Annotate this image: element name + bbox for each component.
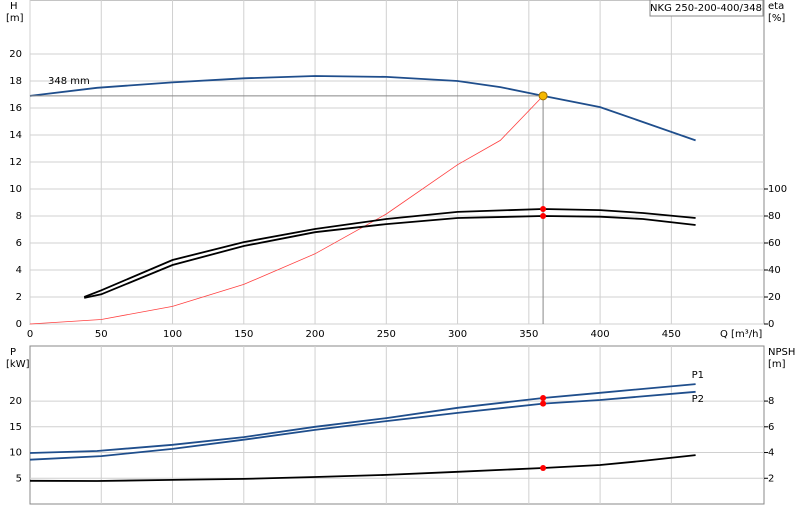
y-axis-unit: [m] (6, 13, 24, 24)
y2-tick-label: 20 (768, 292, 781, 303)
x-axis-label: Q [m³/h] (720, 329, 762, 340)
curve-label: P1 (692, 370, 704, 381)
curve-label: 348 mm (48, 76, 90, 87)
curve (29, 454, 696, 482)
y2-axis-unit: [%] (768, 13, 785, 24)
y-axis-unit: [kW] (6, 359, 30, 370)
y2-tick-label: 100 (768, 184, 787, 195)
curve (83, 208, 696, 298)
curve-label: P2 (692, 394, 704, 405)
curve (29, 383, 696, 454)
operating-point (540, 464, 547, 471)
curve (29, 390, 696, 461)
y2-tick-label: 8 (768, 396, 774, 407)
x-tick-label: 50 (95, 329, 108, 340)
y-tick-label: 4 (16, 265, 22, 276)
y-tick-label: 10 (9, 448, 22, 459)
y-tick-label: 2 (16, 292, 22, 303)
y-tick-label: 20 (9, 49, 22, 60)
y2-tick-label: 2 (768, 473, 774, 484)
y2-tick-label: 40 (768, 265, 781, 276)
y-tick-label: 10 (9, 184, 22, 195)
y-tick-label: 15 (9, 422, 22, 433)
y-tick-label: 20 (9, 396, 22, 407)
y2-axis-label: eta (768, 1, 784, 12)
y-tick-label: 8 (16, 211, 22, 222)
x-tick-label: 350 (519, 329, 538, 340)
x-tick-label: 400 (591, 329, 610, 340)
y-axis-label: P (10, 347, 16, 358)
operating-point (540, 394, 547, 401)
y2-tick-label: 4 (768, 448, 774, 459)
title-box (649, 0, 764, 17)
y2-axis-unit: [m] (768, 359, 786, 370)
x-tick-label: 100 (163, 329, 182, 340)
operating-point (540, 400, 547, 407)
operating-point (538, 91, 548, 101)
y2-axis-label: NPSH (768, 347, 795, 358)
x-tick-label: 150 (234, 329, 253, 340)
operating-point (540, 213, 547, 219)
plot-area (29, 345, 765, 505)
operating-point (540, 205, 547, 212)
y-tick-label: 14 (9, 130, 22, 141)
y2-tick-label: 0 (768, 319, 774, 330)
y-tick-label: 0 (16, 319, 22, 330)
y-tick-label: 12 (9, 157, 22, 168)
x-tick-label: 450 (662, 329, 681, 340)
y-tick-label: 5 (16, 473, 22, 484)
curve (29, 95, 544, 325)
y2-tick-label: 80 (768, 211, 781, 222)
curve (29, 75, 696, 142)
y-tick-label: 6 (16, 238, 22, 249)
y-tick-label: 16 (9, 103, 22, 114)
x-tick-label: 300 (448, 329, 467, 340)
y-axis-label: H (10, 1, 18, 12)
y2-tick-label: 60 (768, 238, 781, 249)
curve (84, 215, 696, 299)
chart-title: NKG 250-200-400/348 (650, 3, 762, 14)
x-tick-label: 200 (306, 329, 325, 340)
x-tick-label: 0 (27, 329, 33, 340)
y2-tick-label: 6 (768, 422, 774, 433)
y-tick-label: 18 (9, 76, 22, 87)
x-tick-label: 250 (377, 329, 396, 340)
